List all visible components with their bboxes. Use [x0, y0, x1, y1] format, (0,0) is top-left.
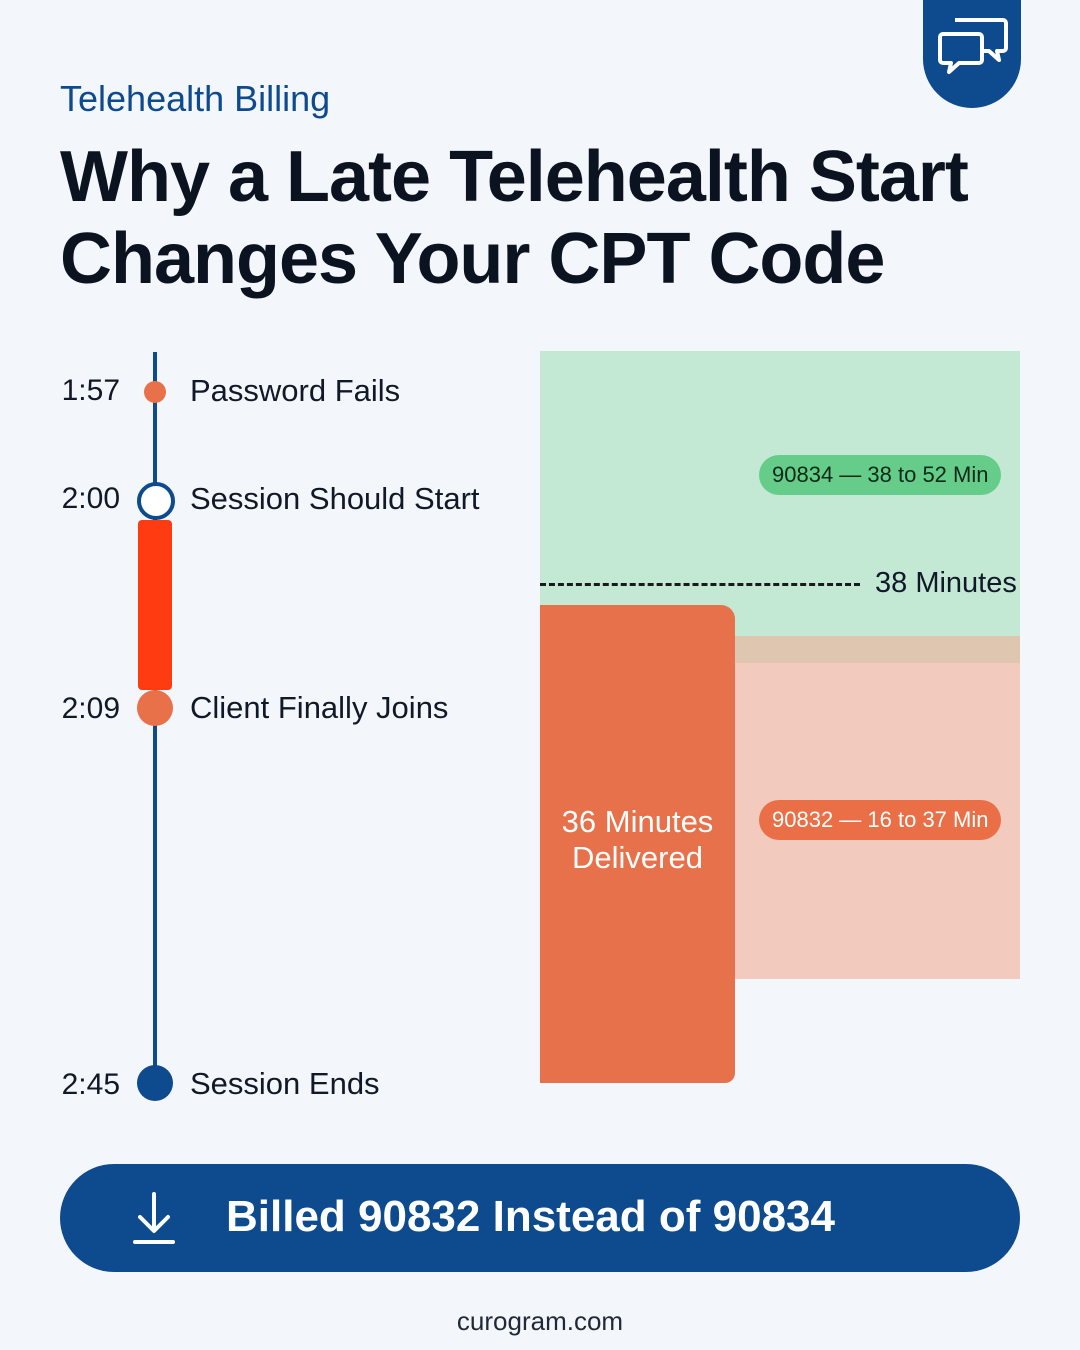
- timeline-dot-session-should-start: [137, 482, 175, 520]
- timeline-label: Password Fails: [190, 373, 401, 408]
- timeline-dot-session-ends: [137, 1065, 173, 1101]
- timeline-time: 2:45: [61, 1068, 120, 1101]
- code-90834-pill: 90834 — 38 to 52 Min: [759, 455, 1002, 495]
- download-icon: [133, 1192, 175, 1244]
- billed-code-banner: Billed 90832 Instead of 90834: [60, 1164, 1020, 1272]
- page-title: Why a Late Telehealth Start Changes Your…: [60, 136, 1020, 300]
- threshold-band: [735, 636, 1020, 663]
- threshold-label: 38 Minutes: [875, 567, 1017, 599]
- timeline-label: Client Finally Joins: [190, 690, 449, 725]
- delivered-minutes-label: 36 Minutes Delivered: [540, 804, 735, 876]
- timeline-label: Session Should Start: [190, 481, 480, 516]
- delivered-minutes-bar: [540, 605, 735, 1083]
- chat-bubbles-icon: [938, 18, 1008, 74]
- late-start-gap-bar: [138, 520, 172, 690]
- timeline-label: Session Ends: [190, 1066, 380, 1101]
- threshold-dashed-line: [540, 583, 860, 586]
- timeline-dot-client-joins: [137, 690, 173, 726]
- timeline-time: 2:00: [61, 482, 120, 515]
- delivered-minutes-line-1: 36 Minutes: [561, 804, 714, 839]
- code-90832-pill: 90832 — 16 to 37 Min: [759, 800, 1002, 840]
- page-title-line-1: Why a Late Telehealth Start: [60, 137, 969, 217]
- timeline-time: 1:57: [61, 374, 120, 407]
- kicker-label: Telehealth Billing: [60, 78, 331, 119]
- timeline-time: 2:09: [61, 692, 120, 725]
- brand-tab: [923, 0, 1021, 108]
- delivered-minutes-line-2: Delivered: [572, 840, 703, 875]
- page-title-line-2: Changes Your CPT Code: [60, 219, 885, 299]
- timeline-dot-password-fails: [144, 381, 166, 403]
- footer-site-link[interactable]: curogram.com: [456, 1306, 624, 1336]
- billed-code-label: Billed 90832 Instead of 90834: [226, 1192, 835, 1241]
